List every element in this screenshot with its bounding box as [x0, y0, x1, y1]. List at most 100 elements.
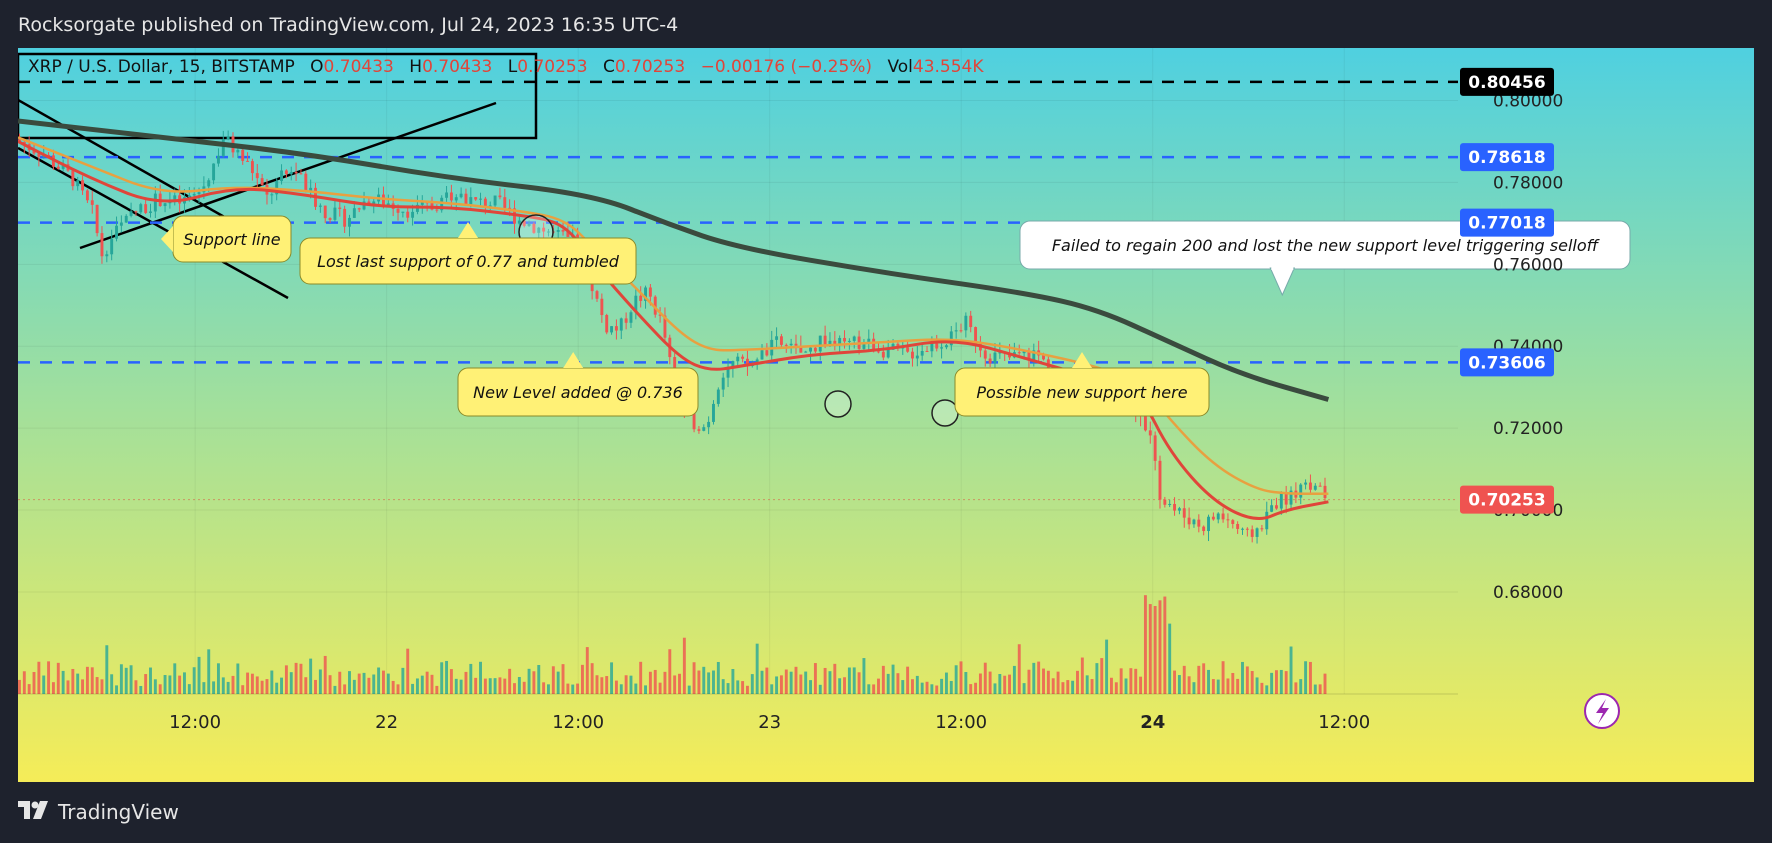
candle[interactable]	[1173, 497, 1177, 516]
candle[interactable]	[1250, 525, 1254, 543]
candle[interactable]	[212, 163, 216, 185]
candle[interactable]	[920, 342, 924, 361]
candle[interactable]	[1202, 525, 1206, 536]
candle[interactable]	[134, 210, 138, 216]
candle[interactable]	[100, 226, 104, 264]
candle[interactable]	[255, 164, 259, 188]
candle[interactable]	[105, 250, 109, 263]
candle[interactable]	[90, 190, 94, 214]
range-box[interactable]	[16, 52, 538, 140]
candle[interactable]	[1275, 497, 1278, 510]
candle[interactable]	[1192, 518, 1196, 528]
candle[interactable]	[71, 170, 75, 191]
candle[interactable]	[37, 152, 41, 167]
candle[interactable]	[1236, 521, 1240, 534]
candle[interactable]	[794, 334, 798, 354]
candle[interactable]	[993, 343, 997, 369]
candle[interactable]	[226, 130, 230, 141]
candle[interactable]	[624, 312, 628, 330]
candle[interactable]	[1226, 513, 1230, 529]
marker-circle-3[interactable]	[931, 399, 959, 427]
candle[interactable]	[925, 346, 929, 353]
candle[interactable]	[915, 346, 919, 367]
candle[interactable]	[605, 313, 609, 335]
candle[interactable]	[401, 211, 405, 218]
candle[interactable]	[119, 215, 123, 233]
candle[interactable]	[954, 322, 958, 339]
candle[interactable]	[294, 162, 298, 182]
candle[interactable]	[779, 333, 783, 348]
candle[interactable]	[741, 354, 745, 363]
candle[interactable]	[280, 164, 283, 185]
candle[interactable]	[284, 169, 288, 179]
candle[interactable]	[532, 222, 536, 234]
candle[interactable]	[216, 148, 220, 167]
candle[interactable]	[115, 216, 118, 242]
candle[interactable]	[537, 226, 541, 240]
candle[interactable]	[493, 195, 497, 209]
candle[interactable]	[1207, 514, 1210, 542]
candle[interactable]	[911, 347, 914, 367]
candle[interactable]	[940, 341, 944, 359]
candle[interactable]	[658, 307, 662, 323]
candle[interactable]	[124, 214, 128, 223]
candle[interactable]	[712, 400, 715, 425]
candle[interactable]	[818, 335, 822, 361]
chart-area[interactable]: Support line Lost last support of 0.77 an…	[16, 48, 1754, 782]
candle[interactable]	[163, 202, 167, 213]
candle[interactable]	[479, 192, 482, 208]
candle[interactable]	[498, 187, 502, 200]
candle[interactable]	[318, 203, 322, 213]
candle[interactable]	[85, 189, 89, 204]
candle[interactable]	[1158, 455, 1162, 509]
candle[interactable]	[1182, 499, 1186, 528]
candle[interactable]	[959, 323, 963, 333]
candle[interactable]	[527, 220, 531, 227]
candle[interactable]	[881, 344, 885, 361]
marker-circle-2[interactable]	[824, 390, 852, 418]
candle[interactable]	[1323, 477, 1327, 502]
candle[interactable]	[1187, 507, 1191, 530]
trend-line-rising[interactable]	[79, 101, 497, 250]
candle[interactable]	[944, 344, 948, 350]
candle[interactable]	[964, 312, 968, 338]
candle[interactable]	[1255, 527, 1259, 544]
candle[interactable]	[1284, 485, 1288, 514]
candle[interactable]	[406, 206, 410, 223]
candle[interactable]	[1197, 514, 1201, 533]
candle[interactable]	[289, 166, 293, 181]
annotation-callout[interactable]: New Level added @ 0.736	[457, 352, 699, 417]
candle[interactable]	[1241, 527, 1244, 535]
candle[interactable]	[1163, 496, 1167, 508]
candle[interactable]	[988, 353, 992, 368]
candle[interactable]	[619, 317, 623, 340]
candle[interactable]	[1231, 518, 1235, 529]
candle[interactable]	[1304, 479, 1308, 490]
candle[interactable]	[1177, 506, 1181, 515]
candle[interactable]	[1221, 507, 1225, 523]
candle[interactable]	[760, 344, 764, 360]
candle[interactable]	[949, 326, 953, 351]
candle[interactable]	[983, 348, 987, 367]
candle[interactable]	[149, 203, 152, 218]
candle[interactable]	[1148, 421, 1152, 444]
candle[interactable]	[804, 350, 808, 353]
candle[interactable]	[721, 372, 725, 397]
candle[interactable]	[974, 326, 978, 353]
candle[interactable]	[144, 200, 148, 215]
candle[interactable]	[1318, 482, 1322, 487]
candle[interactable]	[153, 186, 157, 219]
candle[interactable]	[139, 202, 143, 214]
candle[interactable]	[459, 187, 463, 199]
candle[interactable]	[464, 188, 468, 205]
candle[interactable]	[716, 387, 720, 407]
candle[interactable]	[241, 147, 245, 165]
candle[interactable]	[517, 216, 521, 226]
candle[interactable]	[833, 331, 837, 351]
candle[interactable]	[969, 310, 973, 333]
lightning-button[interactable]	[1584, 693, 1620, 729]
candle[interactable]	[250, 158, 254, 181]
candle[interactable]	[736, 353, 740, 367]
candle[interactable]	[323, 205, 327, 224]
candle[interactable]	[1289, 486, 1293, 510]
